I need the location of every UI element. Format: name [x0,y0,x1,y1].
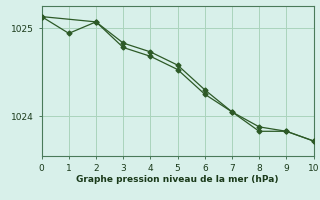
X-axis label: Graphe pression niveau de la mer (hPa): Graphe pression niveau de la mer (hPa) [76,175,279,184]
